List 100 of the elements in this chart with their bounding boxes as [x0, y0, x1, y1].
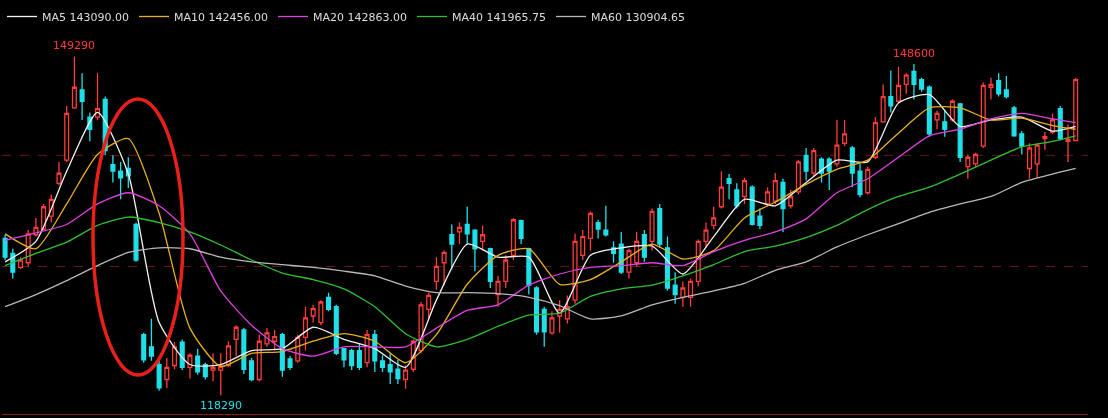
candlestick [996, 72, 1002, 98]
candlestick [780, 178, 786, 233]
candlestick [741, 177, 748, 205]
candlestick [657, 203, 663, 249]
candlestick [572, 233, 578, 305]
candlestick [973, 151, 979, 168]
candlestick [1019, 130, 1025, 156]
candlestick [349, 348, 355, 371]
candlestick [826, 156, 832, 191]
candlestick [33, 217, 39, 238]
candlestick [957, 102, 963, 163]
candlestick [903, 72, 909, 95]
candlestick [749, 184, 755, 227]
candlestick [2, 234, 8, 261]
candlestick [603, 205, 609, 238]
candlestick [210, 352, 216, 383]
candlestick [587, 210, 593, 252]
candlestick [302, 306, 308, 352]
candlestick [942, 109, 948, 138]
candlestick [495, 275, 501, 308]
candlestick [757, 207, 763, 230]
candlestick [56, 161, 62, 186]
candlestick [433, 256, 439, 291]
legend-label: MA60 130904.65 [591, 10, 685, 24]
candlestick [1003, 75, 1009, 100]
candlestick [541, 306, 547, 348]
candlestick [772, 172, 778, 205]
candlestick [156, 360, 162, 392]
candlestick [518, 219, 524, 245]
candlestick [64, 105, 70, 163]
candlestick [549, 310, 555, 336]
candlestick [356, 343, 362, 371]
candlestick [187, 352, 193, 380]
candlestick [503, 254, 509, 289]
candlestick [287, 355, 293, 371]
legend-label: MA20 142863.00 [313, 10, 407, 24]
candlestick [649, 207, 655, 252]
candlestick [688, 277, 694, 308]
candlestick [1042, 131, 1048, 151]
candlestick [680, 280, 686, 308]
legend-label: MA10 142456.00 [174, 10, 268, 24]
candlestick [118, 161, 124, 200]
candlestick [94, 72, 101, 121]
candlestick [110, 154, 116, 184]
candlestick [233, 324, 239, 357]
legend-label: MA40 141965.75 [452, 10, 546, 24]
candlestick [988, 77, 994, 101]
candlestick [811, 147, 817, 177]
candlestick [256, 334, 262, 383]
candlestick [326, 292, 332, 312]
candlestick [842, 119, 848, 147]
candlestick [734, 182, 740, 210]
candlestick [580, 229, 586, 261]
candlestick [79, 72, 85, 121]
candlestick [218, 352, 224, 397]
candlestick [526, 247, 532, 296]
candlestick [333, 304, 339, 356]
candlestick [318, 299, 324, 326]
candlestick [379, 354, 386, 373]
annotation: 149290 [53, 39, 95, 52]
candlestick [426, 292, 432, 320]
candlestick [718, 170, 724, 210]
candlestick [980, 81, 986, 149]
candlestick [965, 153, 971, 180]
candlestick [510, 217, 516, 261]
candlestick [857, 163, 863, 198]
candlestick [341, 348, 347, 369]
candlestick [533, 285, 540, 336]
candlestick [449, 223, 455, 270]
candlestick [849, 145, 855, 188]
candlestick [480, 224, 486, 252]
candlestick [17, 256, 24, 270]
candlestick [472, 228, 478, 272]
candlestick [726, 173, 732, 200]
candlestick [795, 159, 801, 196]
candlestick [895, 66, 902, 104]
candlestick [249, 357, 255, 383]
annotation: 118290 [200, 399, 242, 412]
candlestick [179, 338, 185, 371]
candlestick [911, 63, 917, 101]
candlestick [818, 156, 825, 184]
candlestick [195, 348, 201, 376]
candlestick [880, 83, 886, 124]
candlestick [148, 318, 154, 362]
candlestick [888, 69, 894, 114]
candlestick [171, 341, 178, 370]
candlestick [441, 249, 447, 286]
candlestick [395, 359, 401, 385]
candlestick [1026, 142, 1032, 180]
candlestick [310, 304, 316, 324]
candlestick [1073, 77, 1079, 143]
candlestick [387, 352, 393, 385]
candlestick [1034, 142, 1040, 179]
candlestick [934, 109, 940, 130]
candlestick [557, 299, 563, 334]
candlestick [803, 147, 809, 182]
candlestick [703, 221, 709, 249]
candlestick [595, 219, 601, 240]
candlestick [164, 357, 170, 389]
candlestick [71, 55, 77, 110]
